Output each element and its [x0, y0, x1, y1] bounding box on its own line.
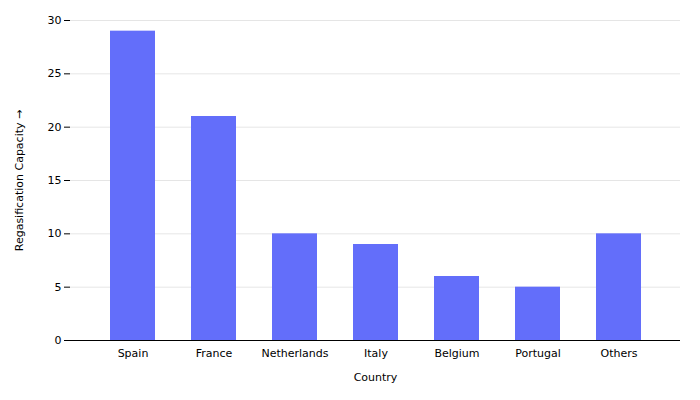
svg-text:5: 5 [55, 281, 62, 294]
svg-text:Regasification Capacity →: Regasification Capacity → [13, 110, 26, 252]
svg-text:30: 30 [48, 14, 62, 27]
svg-text:Spain: Spain [118, 347, 149, 360]
svg-text:Belgium: Belgium [434, 347, 479, 360]
svg-text:0: 0 [55, 334, 62, 347]
svg-text:Country: Country [354, 371, 398, 384]
svg-text:France: France [196, 347, 233, 360]
svg-text:Others: Others [601, 347, 638, 360]
svg-text:10: 10 [48, 227, 62, 240]
svg-text:25: 25 [48, 67, 62, 80]
svg-text:Portugal: Portugal [515, 347, 561, 360]
svg-text:Netherlands: Netherlands [261, 347, 328, 360]
svg-text:15: 15 [48, 174, 62, 187]
svg-text:20: 20 [48, 121, 62, 134]
svg-text:Italy: Italy [364, 347, 388, 360]
